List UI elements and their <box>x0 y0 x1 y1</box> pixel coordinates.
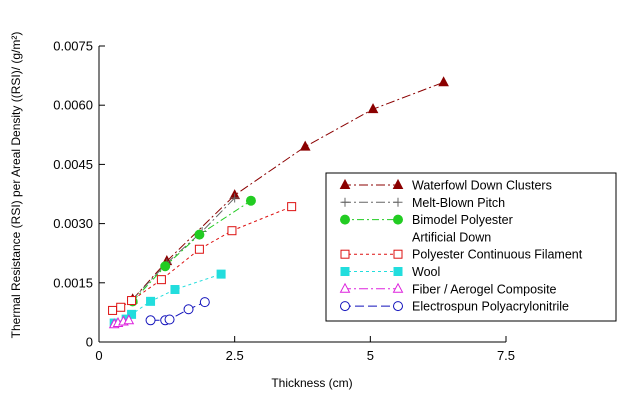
legend-entry: Fiber / Aerogel Composite <box>339 282 557 296</box>
legend-entry: Electrospun Polyacrylonitrile <box>340 300 569 314</box>
data-point <box>145 315 156 326</box>
legend-entry: Waterfowl Down Clusters <box>339 178 552 193</box>
y-tick-label: 0 <box>86 335 93 350</box>
data-point <box>127 296 137 306</box>
legend-marker <box>393 267 403 276</box>
legend-entry: Wool <box>340 265 440 279</box>
legend-marker <box>392 282 404 293</box>
legend-marker <box>340 197 350 207</box>
x-tick-label: 0 <box>95 348 102 363</box>
legend-marker <box>340 249 350 259</box>
y-tick-label: 0.0030 <box>53 216 93 231</box>
data-point <box>230 193 240 203</box>
x-tick-label: 2.5 <box>226 348 244 363</box>
series-4 <box>108 202 297 315</box>
legend-entry: Artificial Down <box>412 230 491 244</box>
legend: Waterfowl Down Clusters Melt-Blown Pitch B… <box>325 172 617 322</box>
legend-entry: Melt-Blown Pitch <box>340 196 505 210</box>
y-tick-label: 0.0045 <box>53 157 93 172</box>
data-point <box>164 314 175 325</box>
y-tick-label: 0.0015 <box>53 275 93 290</box>
legend-label: Polyester Continuous Filament <box>412 248 583 262</box>
legend-entry: Bimodel Polyester <box>340 213 513 227</box>
series-7 <box>145 297 210 326</box>
legend-marker <box>393 197 403 207</box>
y-tick-label: 0.0060 <box>53 98 93 113</box>
legend-marker <box>339 178 351 189</box>
legend-marker <box>393 301 403 312</box>
legend-label: Waterfowl Down Clusters <box>412 179 552 193</box>
data-point <box>194 244 204 254</box>
data-point <box>227 226 237 236</box>
x-tick-label: 5 <box>367 348 374 363</box>
legend-marker <box>340 214 350 225</box>
legend-label: Melt-Blown Pitch <box>412 196 505 210</box>
series-line <box>131 197 236 301</box>
legend-label: Fiber / Aerogel Composite <box>412 282 557 296</box>
x-axis-label: Thickness (cm) <box>271 376 352 390</box>
legend-marker <box>393 214 403 225</box>
series-layer <box>108 76 449 329</box>
data-point <box>299 140 311 151</box>
x-tick-label: 7.5 <box>497 348 515 363</box>
data-point <box>108 305 118 315</box>
legend-label: Bimodel Polyester <box>412 213 513 227</box>
data-point <box>116 302 126 312</box>
legend-box <box>325 172 617 322</box>
data-point <box>194 229 205 240</box>
series-line <box>114 273 222 324</box>
legend-marker <box>340 267 350 276</box>
data-point <box>160 261 171 272</box>
data-point <box>367 103 379 114</box>
legend-marker <box>340 301 350 312</box>
series-line <box>132 200 252 302</box>
legend-label: Wool <box>412 265 440 279</box>
data-point <box>216 269 226 279</box>
data-point <box>199 297 210 308</box>
legend-marker <box>392 178 404 189</box>
data-point <box>438 76 449 87</box>
data-point <box>287 202 297 212</box>
y-tick-label: 0.0075 <box>53 39 93 54</box>
data-point <box>183 304 194 315</box>
data-point <box>127 309 137 319</box>
legend-label: Electrospun Polyacrylonitrile <box>412 300 569 314</box>
data-point <box>245 195 256 206</box>
data-point <box>123 314 135 325</box>
axes: 0 2.5 5 7.5 0 0.0015 0.0030 0.0045 0.0060 0.0075 <box>53 39 515 364</box>
data-point <box>156 275 166 285</box>
legend-entry: Polyester Continuous Filament <box>340 248 583 262</box>
data-point <box>146 296 156 306</box>
series-6 <box>108 314 135 329</box>
y-axis-label: Thermal Resistance (RSI) per Areal Densi… <box>9 32 23 339</box>
legend-label: Artificial Down <box>412 230 491 244</box>
legend-marker <box>339 282 351 293</box>
data-point <box>170 285 180 295</box>
legend-marker <box>393 249 403 259</box>
